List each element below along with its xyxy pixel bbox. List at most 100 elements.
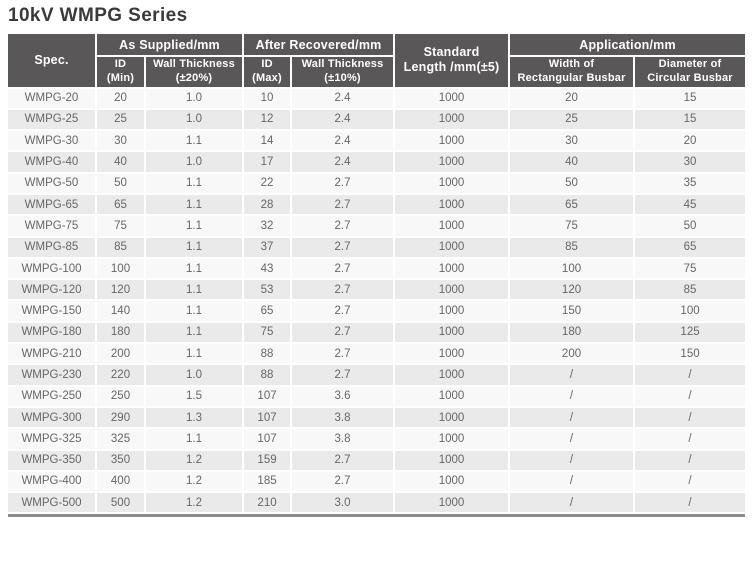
value-cell: 53 [244,280,293,302]
value-cell: 43 [244,258,293,281]
spec-cell: WMPG-150 [8,301,97,323]
value-cell: 210 [244,493,293,515]
value-cell: 140 [97,301,146,323]
value-cell: 20 [97,88,146,110]
value-cell: 1000 [395,194,511,217]
table-row: WMPG-100 100 1.1 43 2.7 1000 100 75 [8,258,746,281]
col-header-diameter-circular-busbar: Diameter of Circular Busbar [635,57,746,89]
value-cell: 1.1 [146,344,245,366]
spec-cell: WMPG-180 [8,322,97,345]
value-cell: 2.7 [292,301,396,323]
wt20-line1: Wall Thickness [153,58,235,70]
value-cell: 2.7 [292,258,396,281]
value-cell: 1000 [395,471,511,494]
spec-cell: WMPG-325 [8,429,97,451]
value-cell: 1.1 [146,237,245,259]
spec-cell: WMPG-30 [8,131,97,153]
value-cell: 1.0 [146,365,245,387]
value-cell: 1000 [395,152,511,174]
value-cell: 2.7 [292,322,396,345]
value-cell: 1000 [395,386,511,408]
value-cell: 1000 [395,450,511,472]
spec-cell: WMPG-65 [8,194,97,217]
col-header-wall-thickness-10: Wall Thickness (±10%) [292,57,396,89]
col-header-id-max: ID (Max) [244,57,293,89]
value-cell: / [510,429,636,451]
value-cell: 325 [97,429,146,451]
id-min-line2: (Min) [106,71,135,84]
value-cell: 3.6 [292,386,396,408]
value-cell: 1.2 [146,493,245,515]
value-cell: 1000 [395,109,511,132]
id-min-line1: ID [114,58,127,70]
value-cell: 120 [510,280,636,302]
value-cell: 88 [244,365,293,387]
value-cell: 28 [244,194,293,217]
table-header: Spec. As Supplied/mm After Recovered/mm … [8,34,746,89]
value-cell: 17 [244,152,293,174]
value-cell: 107 [244,429,293,451]
value-cell: 2.4 [292,131,396,153]
value-cell: 75 [635,258,746,281]
spec-cell: WMPG-210 [8,344,97,366]
spec-cell: WMPG-230 [8,365,97,387]
page-title: 10kV WMPG Series [8,5,188,26]
value-cell: 75 [510,216,636,238]
value-cell: 25 [97,109,146,132]
spec-cell: WMPG-250 [8,386,97,408]
value-cell: 159 [244,450,293,472]
value-cell: 2.4 [292,88,396,110]
value-cell: 1.1 [146,216,245,238]
value-cell: 65 [244,301,293,323]
value-cell: 12 [244,109,293,132]
value-cell: 1.2 [146,471,245,494]
col-group-as-supplied: As Supplied/mm [97,34,245,57]
value-cell: 14 [244,131,293,153]
value-cell: 1000 [395,493,511,515]
value-cell: 65 [97,194,146,217]
value-cell: 1000 [395,173,511,195]
wt10-line2: (±10%) [324,71,361,84]
value-cell: 1000 [395,365,511,387]
value-cell: 22 [244,173,293,195]
value-cell: 1000 [395,322,511,345]
value-cell: 180 [97,322,146,345]
value-cell: 3.0 [292,493,396,515]
value-cell: 65 [510,194,636,217]
value-cell: / [510,450,636,472]
value-cell: 30 [510,131,636,153]
value-cell: 1000 [395,258,511,281]
value-cell: 75 [244,322,293,345]
value-cell: 45 [635,194,746,217]
value-cell: 30 [97,131,146,153]
value-cell: 2.7 [292,450,396,472]
spec-table-body: WMPG-20 20 1.0 10 2.4 1000 20 15 WMPG-25 25 1.0 12 2… [8,88,746,515]
value-cell: 1000 [395,407,511,430]
spec-cell: WMPG-350 [8,450,97,472]
value-cell: 20 [510,88,636,110]
table-row: WMPG-325 325 1.1 107 3.8 1000// [8,429,746,451]
value-cell: 1.1 [146,131,245,153]
header-group-row: Spec. As Supplied/mm After Recovered/mm … [8,34,746,89]
value-cell: 200 [97,344,146,366]
spec-cell: WMPG-120 [8,280,97,302]
value-cell: 2.4 [292,109,396,132]
value-cell: / [635,493,746,515]
value-cell: 350 [97,450,146,472]
value-cell: 100 [97,258,146,281]
value-cell: 290 [97,407,146,430]
value-cell: 1000 [395,280,511,302]
table-row: WMPG-210 200 1.1 88 2.7 1000 200 150 [8,344,746,366]
spec-cell: WMPG-50 [8,173,97,195]
value-cell: 3.8 [292,429,396,451]
header-sub-row: ID (Min) Wall Thickness (±20%) ID (Max) … [8,57,746,89]
value-cell: / [510,471,636,494]
value-cell: / [510,365,636,387]
value-cell: 250 [97,386,146,408]
table-row: WMPG-75 75 1.1 32 2.7 1000 75 50 [8,216,746,238]
value-cell: 1000 [395,429,511,451]
table-row: WMPG-120 120 1.1 53 2.7 1000 120 85 [8,280,746,302]
value-cell: 1.1 [146,194,245,217]
value-cell: 85 [510,237,636,259]
value-cell: 85 [635,280,746,302]
